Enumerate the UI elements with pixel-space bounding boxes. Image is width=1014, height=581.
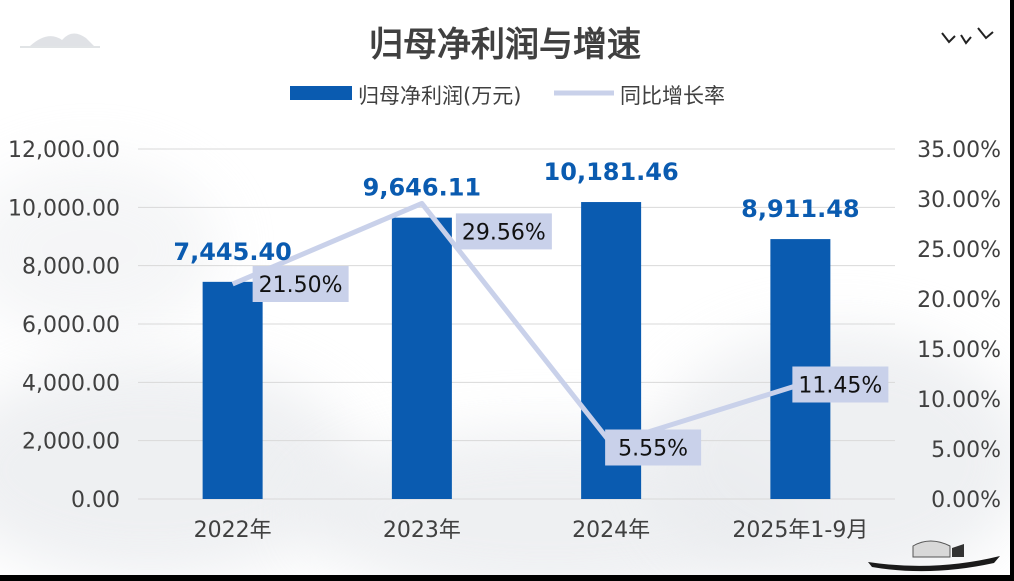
boat-icon <box>868 540 1000 572</box>
legend: 归母净利润(万元) 同比增长率 <box>290 84 725 108</box>
bar-data-labels: 7,445.40 9,646.11 10,181.46 8,911.48 <box>173 158 859 266</box>
right-axis-tick-label: 10.00% <box>917 388 1001 413</box>
bar <box>391 217 452 499</box>
mountain-logo-icon <box>20 33 100 48</box>
right-axis-tick-label: 0.00% <box>931 488 1001 513</box>
right-axis-tick-label: 25.00% <box>917 238 1001 263</box>
bar <box>202 281 263 499</box>
right-axis-tick-label: 20.00% <box>917 288 1001 313</box>
x-axis-category-label: 2023年 <box>383 518 461 543</box>
line-series <box>231 200 802 446</box>
chart-title: 归母净利润与增速 <box>369 25 641 65</box>
line-label-box <box>455 213 552 250</box>
line-value-label: 21.50% <box>259 273 343 298</box>
right-axis-tick-label: 35.00% <box>917 138 1001 163</box>
right-axis-tick-label: 30.00% <box>917 188 1001 213</box>
bar-value-label: 8,911.48 <box>741 195 859 223</box>
x-axis-categories: 2022年 2023年 2024年 2025年1-9月 <box>194 518 869 543</box>
left-axis-tick-label: 2,000.00 <box>22 430 120 455</box>
left-axis-tick-label: 8,000.00 <box>22 255 120 280</box>
x-axis-category-label: 2024年 <box>572 518 650 543</box>
line-value-label: 11.45% <box>798 374 882 399</box>
right-axis-tick-label: 15.00% <box>917 338 1001 363</box>
right-axis-ticks: 0.00% 5.00% 10.00% 15.00% 20.00% 25.00% 30.00%… <box>917 138 1001 513</box>
line-label-box <box>605 429 702 466</box>
bar-value-label: 7,445.40 <box>173 238 291 266</box>
growth-line <box>231 200 802 446</box>
line-data-labels: 21.50% 29.56% 5.55% 11.45% <box>252 213 889 466</box>
x-axis-category-label: 2022年 <box>194 518 272 543</box>
line-label-box <box>252 266 349 302</box>
bar-series <box>202 202 831 499</box>
birds-icon <box>941 27 994 45</box>
bar-value-label: 10,181.46 <box>544 158 679 186</box>
left-axis-tick-label: 6,000.00 <box>22 313 120 338</box>
left-axis-tick-label: 10,000.00 <box>8 196 120 221</box>
legend-label-bars: 归母净利润(万元) <box>358 84 521 108</box>
x-axis-category-label: 2025年1-9月 <box>732 518 868 543</box>
right-axis-tick-label: 5.00% <box>931 438 1001 463</box>
left-axis-tick-label: 12,000.00 <box>8 138 120 163</box>
left-axis-tick-label: 4,000.00 <box>22 371 120 396</box>
bar-value-label: 9,646.11 <box>363 174 481 202</box>
left-axis-tick-label: 0.00 <box>71 488 120 513</box>
line-label-box <box>792 366 889 403</box>
line-value-label: 5.55% <box>618 437 688 462</box>
line-value-label: 29.56% <box>462 220 546 245</box>
legend-swatch-bars <box>290 86 352 100</box>
legend-label-line: 同比增长率 <box>620 84 725 108</box>
left-axis-ticks: 0.00 2,000.00 4,000.00 6,000.00 8,000.00 10,0… <box>8 138 120 513</box>
